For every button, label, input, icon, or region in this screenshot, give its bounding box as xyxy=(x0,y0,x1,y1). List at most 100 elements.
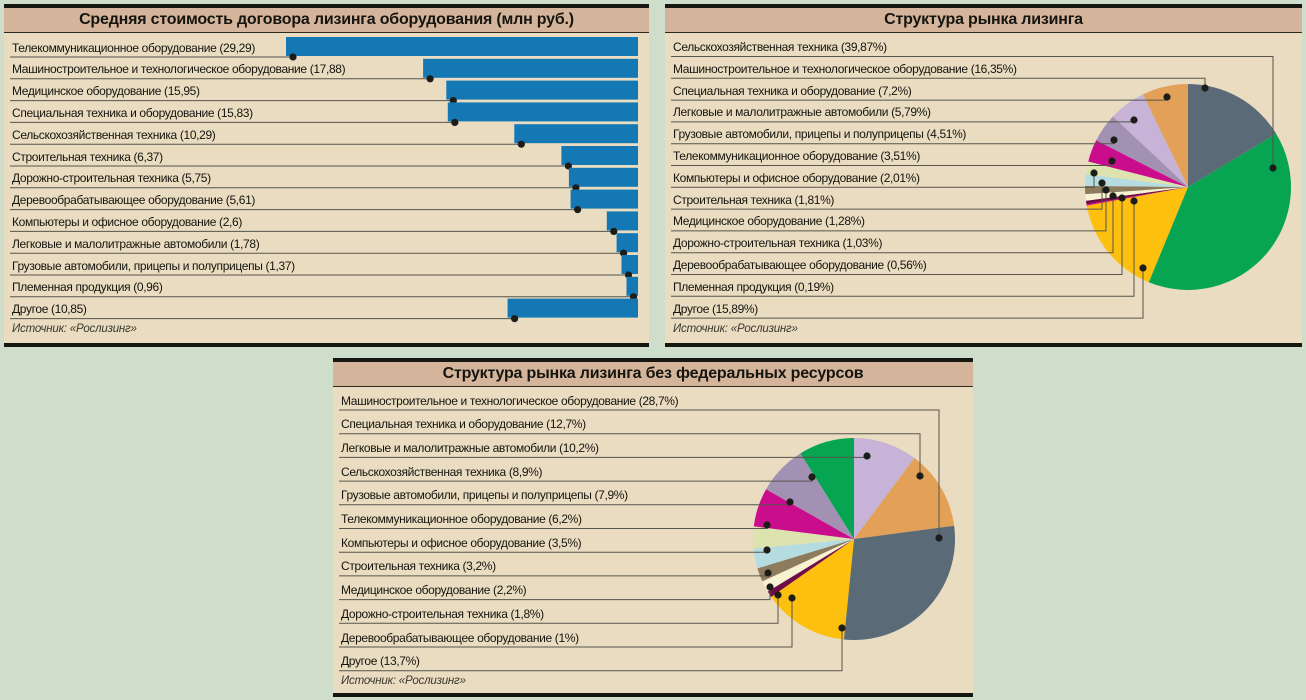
pie-slice-special xyxy=(1142,84,1188,187)
pie-slice-machinery xyxy=(1188,84,1277,187)
leader-line xyxy=(671,198,1123,275)
pie-slice-other xyxy=(1086,187,1188,283)
leader-line xyxy=(339,598,793,648)
pie-slice-cars xyxy=(854,438,915,539)
bar xyxy=(616,233,638,253)
pie-slice-breeding xyxy=(1086,187,1188,206)
pie-slice-construction xyxy=(1085,174,1188,187)
source-note: Источник: «Рослизинг» xyxy=(673,323,798,335)
leader-dot xyxy=(289,53,297,61)
pie-chart-canvas xyxy=(671,56,1291,319)
leader-dot xyxy=(1130,197,1138,205)
pie-slice-trucks xyxy=(766,453,854,539)
leader-line xyxy=(339,502,791,506)
pie-slice-wood xyxy=(1085,187,1188,205)
leader-line xyxy=(339,525,768,529)
pie-slice-medical xyxy=(1085,185,1188,195)
bar xyxy=(626,276,638,296)
leader-dot xyxy=(786,498,794,506)
bar xyxy=(561,146,638,165)
panel-frame-top xyxy=(333,358,973,362)
bar xyxy=(286,37,638,56)
leader-dot xyxy=(1139,264,1147,272)
bar xyxy=(568,167,638,187)
panel-frame-bottom xyxy=(4,343,649,347)
pie-slice-telecom xyxy=(1088,140,1188,187)
bar xyxy=(570,189,638,209)
chart-title: Средняя стоимость договора лизинга обору… xyxy=(4,8,649,33)
leader-dot xyxy=(1108,157,1116,165)
leader-dot xyxy=(763,521,771,529)
leader-line xyxy=(671,161,1113,166)
leader-line xyxy=(671,97,1168,101)
pie-slice-construction xyxy=(753,539,854,569)
leader-line xyxy=(339,573,769,577)
bar xyxy=(606,211,638,231)
leader-dot xyxy=(620,249,628,257)
leader-dot xyxy=(426,75,434,83)
leader-dot xyxy=(763,546,771,554)
chart-title: Структура рынка лизинга без федеральных … xyxy=(333,362,973,387)
panel-frame-top xyxy=(4,4,649,8)
leader-line xyxy=(671,201,1135,297)
source-note: Источник: «Рослизинг» xyxy=(341,675,466,687)
leader-line xyxy=(671,196,1114,254)
leader-line xyxy=(339,550,768,553)
leader-line xyxy=(339,409,940,538)
pie-slice-road xyxy=(762,539,854,592)
leader-dot xyxy=(517,140,525,148)
bar xyxy=(621,255,638,274)
leader-dot xyxy=(766,583,774,591)
leader-line xyxy=(339,587,771,601)
pie-chart-panel-market-structure: Структура рынка лизинга Сельскохозяйстве… xyxy=(665,4,1302,347)
leader-line xyxy=(671,140,1115,145)
leader-line xyxy=(671,56,1274,168)
leader-dot xyxy=(451,118,459,126)
leader-dot xyxy=(808,473,816,481)
pie-slice-special xyxy=(854,458,955,539)
leader-line xyxy=(339,433,921,476)
pie-slice-computers xyxy=(753,526,854,549)
panel-frame-top xyxy=(665,4,1302,8)
pie-slice-machinery xyxy=(843,525,955,641)
pie-slice-medical xyxy=(757,539,854,582)
leader-dot xyxy=(610,227,618,235)
bar xyxy=(514,124,638,144)
leader-dot xyxy=(788,594,796,602)
bar xyxy=(507,298,638,318)
leader-dot xyxy=(572,184,580,192)
leader-dot xyxy=(1130,116,1138,124)
leader-dot xyxy=(1118,194,1126,202)
leader-line xyxy=(671,190,1107,232)
leader-line xyxy=(339,595,779,624)
leader-dot xyxy=(774,591,782,599)
leader-dot xyxy=(916,472,924,480)
panel-frame-bottom xyxy=(333,693,973,697)
leader-dot xyxy=(1269,164,1277,172)
pie-slice-agriculture xyxy=(800,438,854,539)
leader-dot xyxy=(1090,169,1098,177)
leader-line xyxy=(671,120,1135,123)
leader-dot xyxy=(863,452,871,460)
leader-dot xyxy=(1098,179,1106,187)
leader-line xyxy=(339,477,813,482)
leader-dot xyxy=(838,624,846,632)
leader-dot xyxy=(1110,136,1118,144)
leader-dot xyxy=(511,315,519,323)
leader-dot xyxy=(574,206,582,214)
bar xyxy=(447,102,638,122)
pie-slice-trucks xyxy=(1096,116,1188,187)
chart-title: Структура рынка лизинга xyxy=(665,8,1302,33)
pie-slice-computers xyxy=(1085,161,1188,187)
leader-dot xyxy=(564,162,573,170)
leader-line xyxy=(671,183,1103,210)
bar xyxy=(423,58,638,78)
pie-chart-canvas xyxy=(339,409,955,672)
pie-slice-agriculture xyxy=(1148,133,1291,290)
leader-dot xyxy=(629,293,638,301)
leader-dot xyxy=(1109,192,1117,200)
leader-dot xyxy=(1201,84,1209,92)
leader-line xyxy=(671,173,1095,188)
leader-dot xyxy=(1102,186,1110,194)
